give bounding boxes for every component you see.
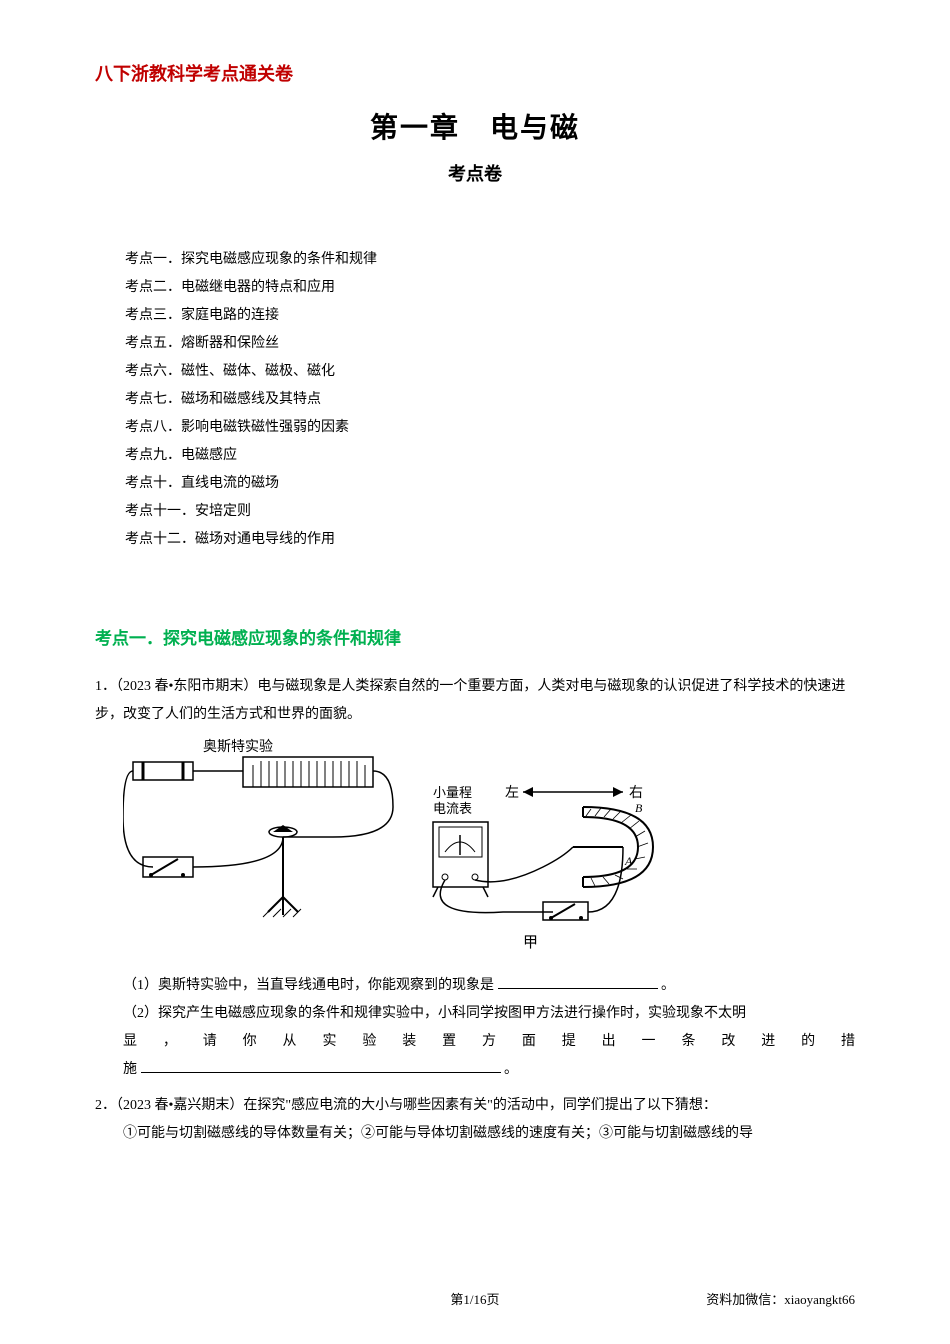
figure-label-left: 左 bbox=[505, 785, 519, 801]
outline-item: 考点二．电磁继电器的特点和应用 bbox=[125, 274, 855, 302]
chapter-title: 第一章 电与磁 bbox=[95, 106, 855, 146]
figure-label-meter: 小量程 bbox=[433, 785, 472, 800]
figure-title-left: 奥斯特实验 bbox=[203, 738, 273, 755]
q2-line2: ①可能与切割磁感线的导体数量有关；②可能与导体切割磁感线的速度有关；③可能与切割… bbox=[123, 1126, 753, 1141]
book-title: 八下浙教科学考点通关卷 bbox=[95, 60, 855, 86]
question-source: （2023 春•嘉兴期末） bbox=[116, 1098, 243, 1113]
q1-sub2-suffix: 。 bbox=[504, 1062, 518, 1077]
outline-item: 考点十一．安培定则 bbox=[125, 498, 855, 526]
question-intro: 在探究"感应电流的大小与哪些因素有关"的活动中，同学们提出了以下猜想： bbox=[243, 1098, 716, 1113]
q1-sub2-line3-prefix: 施 bbox=[123, 1062, 137, 1077]
question-2: 2．（2023 春•嘉兴期末）在探究"感应电流的大小与哪些因素有关"的活动中，同… bbox=[95, 1092, 855, 1148]
figure-label-jia: 甲 bbox=[523, 935, 538, 951]
question-number: 1． bbox=[95, 679, 116, 694]
outline-item: 考点七．磁场和磁感线及其特点 bbox=[125, 386, 855, 414]
sub-title: 考点卷 bbox=[95, 160, 855, 186]
section-heading: 考点一．探究电磁感应现象的条件和规律 bbox=[95, 624, 855, 649]
outline-item: 考点八．影响电磁铁磁性强弱的因素 bbox=[125, 414, 855, 442]
outline-item: 考点六．磁性、磁体、磁极、磁化 bbox=[125, 358, 855, 386]
page-footer: 第1/16页 资料加微信：xiaoyangkt66 bbox=[95, 1289, 855, 1308]
outline-item: 考点三．家庭电路的连接 bbox=[125, 302, 855, 330]
blank-field[interactable] bbox=[498, 974, 658, 989]
q1-sub1-prefix: （1）奥斯特实验中，当直导线通电时，你能观察到的现象是 bbox=[123, 978, 494, 993]
figure-label-A: A bbox=[624, 854, 633, 868]
figure-label-meter2: 电流表 bbox=[433, 801, 472, 816]
outline-item: 考点十二．磁场对通电导线的作用 bbox=[125, 526, 855, 554]
outline-list: 考点一．探究电磁感应现象的条件和规律 考点二．电磁继电器的特点和应用 考点三．家… bbox=[125, 246, 855, 554]
outline-item: 考点一．探究电磁感应现象的条件和规律 bbox=[125, 246, 855, 274]
figure-label-right: 右 bbox=[629, 785, 643, 801]
q1-sub2-line2: 显，请你从实验装置方面提出一条改进的措 bbox=[123, 1034, 855, 1049]
question-1: 1．（2023 春•东阳市期末）电与磁现象是人类探索自然的一个重要方面，人类对电… bbox=[95, 673, 855, 1084]
outline-item: 考点五．熔断器和保险丝 bbox=[125, 330, 855, 358]
figure-label-B: B bbox=[635, 801, 643, 815]
experiment-diagram: 奥斯特实验 bbox=[123, 737, 683, 957]
footer-page-number: 第1/16页 bbox=[348, 1289, 601, 1308]
footer-contact: 资料加微信：xiaoyangkt66 bbox=[602, 1289, 855, 1308]
blank-field[interactable] bbox=[141, 1058, 501, 1073]
outline-item: 考点九．电磁感应 bbox=[125, 442, 855, 470]
question-source: （2023 春•东阳市期末） bbox=[116, 679, 257, 694]
outline-item: 考点十．直线电流的磁场 bbox=[125, 470, 855, 498]
q1-sub2-prefix: （2）探究产生电磁感应现象的条件和规律实验中，小科同学按图甲方法进行操作时，实验… bbox=[123, 1006, 746, 1021]
question-number: 2． bbox=[95, 1098, 116, 1113]
q1-sub1-suffix: 。 bbox=[661, 978, 675, 993]
question-1-figure: 奥斯特实验 bbox=[123, 737, 855, 968]
